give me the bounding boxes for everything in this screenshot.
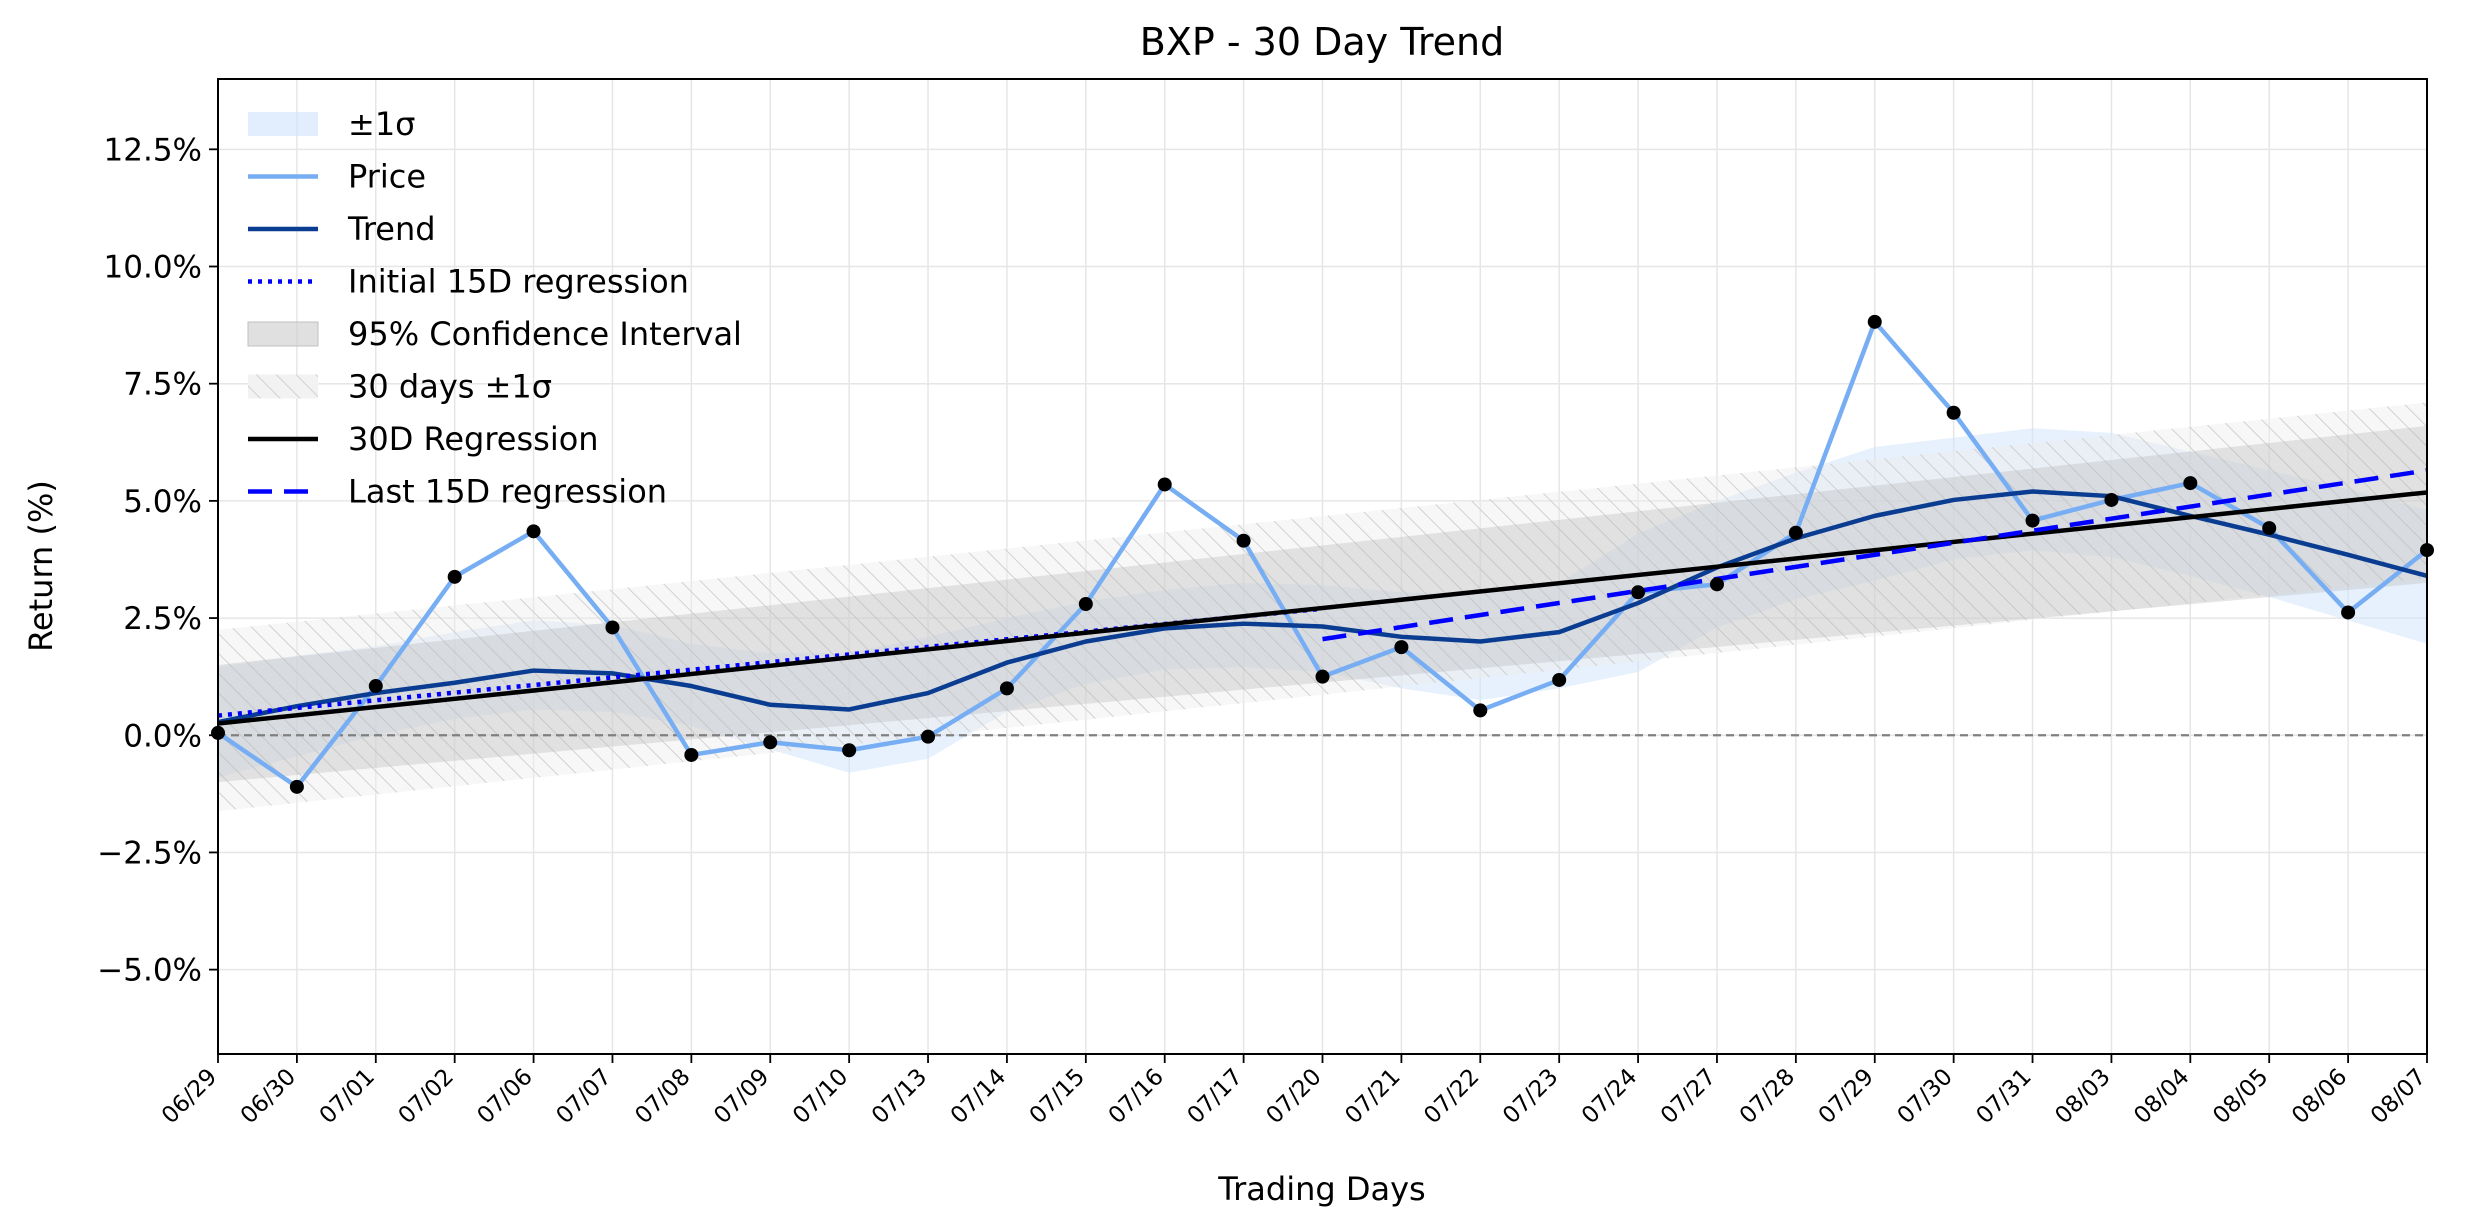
price-point <box>605 620 620 635</box>
legend-item: Trend <box>248 210 436 248</box>
legend-swatch <box>248 112 318 136</box>
y-tick-label: 0.0% <box>123 718 202 754</box>
price-point <box>1315 669 1330 684</box>
price-point <box>1788 525 1803 540</box>
price-point <box>2341 605 2356 620</box>
price-point <box>526 524 541 539</box>
price-point <box>999 681 1014 696</box>
y-tick-label: 5.0% <box>123 484 202 520</box>
x-tick-label: 07/14 <box>946 1064 1011 1129</box>
x-tick-label: 07/23 <box>1498 1064 1563 1129</box>
x-tick-label: 06/29 <box>157 1064 222 1129</box>
price-point <box>1394 640 1409 655</box>
price-point <box>2262 521 2277 536</box>
legend-label: ±1σ <box>348 105 415 143</box>
x-tick-label: 07/13 <box>867 1064 932 1129</box>
x-tick-label: 07/20 <box>1261 1064 1326 1129</box>
price-point <box>1631 585 1646 600</box>
legend-label: Initial 15D regression <box>348 263 689 301</box>
price-point <box>842 743 857 758</box>
x-tick-label: 07/01 <box>315 1064 380 1129</box>
y-tick-label: 2.5% <box>123 601 202 637</box>
legend-item: 30D Regression <box>248 420 599 458</box>
series-line-trend <box>218 489 2427 725</box>
x-tick-label: 07/16 <box>1104 1064 1169 1129</box>
x-tick-label: 07/15 <box>1025 1064 1090 1129</box>
legend-label: Price <box>348 158 426 196</box>
x-tick-label: 07/07 <box>551 1064 616 1129</box>
x-tick-label: 07/06 <box>473 1064 538 1129</box>
legend-swatch-hatch <box>248 374 318 399</box>
price-point <box>1157 477 1172 492</box>
price-points <box>211 314 2434 794</box>
y-tick-label: 7.5% <box>123 367 202 403</box>
x-tick-label: 07/30 <box>1893 1064 1958 1129</box>
legend-swatch <box>247 321 319 347</box>
legend-item: Initial 15D regression <box>248 263 689 301</box>
y-tick-label: 10.0% <box>104 250 202 286</box>
price-point <box>289 779 304 794</box>
x-tick-label: 07/02 <box>394 1064 459 1129</box>
x-tick-label: 07/09 <box>709 1064 774 1129</box>
legend-label: Trend <box>347 210 436 248</box>
price-point <box>368 679 383 694</box>
x-tick-label: 07/10 <box>788 1064 853 1129</box>
legend-label: 30D Regression <box>348 420 599 458</box>
price-point <box>921 729 936 744</box>
price-point <box>1078 597 1093 611</box>
price-point <box>1552 672 1567 687</box>
legend-label: Last 15D regression <box>348 473 667 511</box>
price-point <box>1709 577 1724 592</box>
x-tick-label: 08/03 <box>2050 1064 2115 1129</box>
legend-item: Last 15D regression <box>248 473 667 511</box>
price-point <box>1236 533 1251 548</box>
legend-item: 95% Confidence Interval <box>247 315 742 353</box>
price-point <box>1473 703 1488 718</box>
x-tick-label: 08/04 <box>2129 1064 2194 1129</box>
price-point <box>2025 513 2040 528</box>
x-tick-label: 08/06 <box>2287 1064 2352 1129</box>
chart-title: BXP - 30 Day Trend <box>1140 20 1504 64</box>
y-tick-label: −5.0% <box>97 953 202 989</box>
x-tick-label: 07/24 <box>1577 1064 1642 1129</box>
legend-item: 30 days ±1σ <box>248 368 552 406</box>
x-tick-label: 08/07 <box>2366 1064 2431 1129</box>
x-tick-label: 07/31 <box>1972 1064 2037 1129</box>
y-axis-label: Return (%) <box>22 480 60 652</box>
series-line-last-15d-regression <box>1322 468 2427 642</box>
price-point <box>684 747 699 762</box>
price-point <box>2104 492 2119 507</box>
x-tick-label: 07/21 <box>1340 1064 1405 1129</box>
price-point <box>1867 314 1882 329</box>
series-line-30d-regression <box>218 490 2427 726</box>
y-tick-label: −2.5% <box>97 835 202 871</box>
x-tick-label: 07/22 <box>1419 1064 1484 1129</box>
legend-item: Price <box>248 158 426 196</box>
x-tick-label: 07/28 <box>1735 1064 1800 1129</box>
x-tick-label: 07/08 <box>630 1064 695 1129</box>
price-point <box>1946 405 1961 420</box>
legend-label: 95% Confidence Interval <box>348 315 742 353</box>
y-tick-label: 12.5% <box>104 132 202 168</box>
legend: ±1σ Price Trend Initial 15D regression 95% C… <box>247 105 742 511</box>
x-tick-label: 07/27 <box>1656 1064 1721 1129</box>
x-tick-label: 07/29 <box>1814 1064 1879 1129</box>
x-tick-label: 07/17 <box>1183 1064 1248 1129</box>
x-axis-label: Trading Days <box>1217 1170 1425 1208</box>
price-point <box>2183 476 2198 491</box>
legend-item: ±1σ <box>248 105 415 143</box>
x-tick-label: 06/30 <box>236 1064 301 1129</box>
x-tick-label: 08/05 <box>2208 1064 2273 1129</box>
legend-label: 30 days ±1σ <box>348 368 552 406</box>
price-point <box>447 569 462 584</box>
price-point <box>763 735 778 750</box>
